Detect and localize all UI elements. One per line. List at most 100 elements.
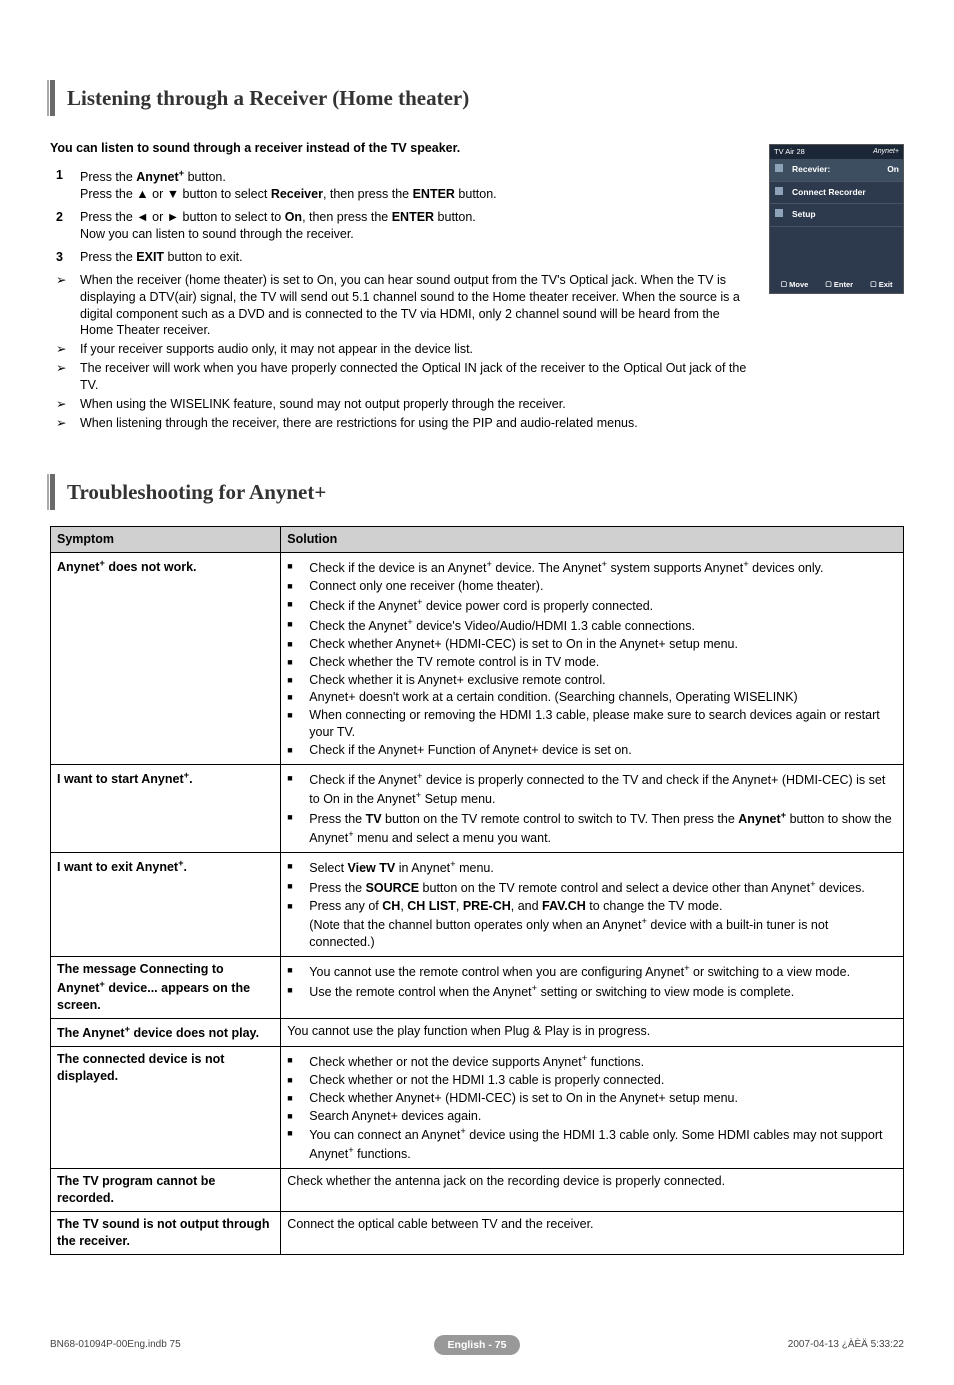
page-footer: BN68-01094P-00Eng.indb 75 English - 75 2… [50, 1335, 904, 1355]
intro-text: You can listen to sound through a receiv… [50, 140, 751, 157]
bullet-icon: ■ [287, 558, 309, 572]
symptom-cell: The TV program cannot be recorded. [51, 1169, 281, 1212]
osd-menu-item[interactable]: Connect Recorder [770, 182, 903, 204]
solution-text: Use the remote control when the Anynet+ … [309, 982, 897, 1001]
enter-icon: ▢ [825, 280, 832, 289]
symptom-cell: I want to start Anynet+. [51, 764, 281, 852]
bullet-icon: ■ [287, 654, 309, 668]
symptom-cell: The message Connecting to Anynet+ device… [51, 956, 281, 1018]
step-body: Press the EXIT button to exit. [80, 249, 751, 266]
note-body: The receiver will work when you have pro… [80, 360, 751, 394]
bullet-icon: ■ [287, 809, 309, 823]
notes-list: ➢When the receiver (home theater) is set… [56, 272, 751, 432]
solution-text: Check whether or not the device supports… [309, 1052, 897, 1071]
bullet-icon: ■ [287, 707, 309, 721]
solution-text: Press the TV button on the TV remote con… [309, 809, 897, 847]
step-item: 2Press the ◄ or ► button to select to On… [56, 209, 751, 243]
osd-menu-item[interactable]: Setup [770, 204, 903, 226]
solution-text: Connect only one receiver (home theater)… [309, 578, 897, 595]
solution-item: ■You can connect an Anynet+ device using… [287, 1125, 897, 1163]
updown-icon: ▢ [781, 280, 788, 289]
solution-text: Anynet+ doesn't work at a certain condit… [309, 689, 897, 706]
note-arrow-icon: ➢ [56, 415, 80, 432]
solution-text: Check whether or not the HDMI 1.3 cable … [309, 1072, 897, 1089]
solution-item: ■Check whether Anynet+ (HDMI-CEC) is set… [287, 1090, 897, 1107]
section-heading-troubleshoot: Troubleshooting for Anynet+ [50, 474, 904, 510]
symptom-cell: The TV sound is not output through the r… [51, 1212, 281, 1255]
table-row: The TV program cannot be recorded.Check … [51, 1169, 904, 1212]
bullet-icon: ■ [287, 858, 309, 872]
solution-item: ■You cannot use the remote control when … [287, 962, 897, 981]
solution-cell: ■Check if the device is an Anynet+ devic… [281, 552, 904, 764]
table-row: I want to start Anynet+.■Check if the An… [51, 764, 904, 852]
bullet-icon: ■ [287, 578, 309, 592]
solution-item: ■Press any of CH, CH LIST, PRE-CH, and F… [287, 898, 897, 951]
note-item: ➢The receiver will work when you have pr… [56, 360, 751, 394]
solution-item: ■Check whether it is Anynet+ exclusive r… [287, 672, 897, 689]
table-row: The Anynet+ device does not play.You can… [51, 1018, 904, 1046]
bullet-icon: ■ [287, 1052, 309, 1066]
solution-text: You can connect an Anynet+ device using … [309, 1125, 897, 1163]
solution-item: ■Press the TV button on the TV remote co… [287, 809, 897, 847]
step-body: Press the Anynet+ button.Press the ▲ or … [80, 167, 751, 203]
solution-item: ■Check if the Anynet+ device power cord … [287, 596, 897, 615]
solution-item: ■Connect only one receiver (home theater… [287, 578, 897, 595]
osd-footer-hint: ▢Enter [825, 280, 853, 290]
solution-item: ■Check the Anynet+ device's Video/Audio/… [287, 616, 897, 635]
solution-text: Check if the Anynet+ Function of Anynet+… [309, 742, 897, 759]
table-row: Anynet+ does not work.■Check if the devi… [51, 552, 904, 764]
bullet-icon: ■ [287, 689, 309, 703]
page-number: English - 75 [434, 1335, 521, 1355]
note-arrow-icon: ➢ [56, 272, 80, 340]
osd-footer-label: Exit [879, 280, 893, 290]
osd-label: Connect Recorder [792, 187, 866, 198]
troubleshoot-body: Anynet+ does not work.■Check if the devi… [51, 552, 904, 1254]
bullet-icon: ■ [287, 742, 309, 756]
solution-cell: Check whether the antenna jack on the re… [281, 1169, 904, 1212]
anynet-logo: Anynet+ [873, 147, 899, 157]
solution-item: ■Use the remote control when the Anynet+… [287, 982, 897, 1001]
table-row: I want to exit Anynet+.■Select View TV i… [51, 853, 904, 957]
solution-text: Check if the Anynet+ device is properly … [309, 770, 897, 808]
bullet-icon: ■ [287, 1108, 309, 1122]
solution-text: When connecting or removing the HDMI 1.3… [309, 707, 897, 741]
bullet-icon: ■ [287, 672, 309, 686]
symptom-cell: The connected device is not displayed. [51, 1046, 281, 1169]
solution-item: ■Check if the device is an Anynet+ devic… [287, 558, 897, 577]
osd-footer: ▢Move▢Enter▢Exit [770, 277, 903, 293]
solution-text: You cannot use the remote control when y… [309, 962, 897, 981]
symptom-cell: I want to exit Anynet+. [51, 853, 281, 957]
solution-item: ■Anynet+ doesn't work at a certain condi… [287, 689, 897, 706]
bullet-icon: ■ [287, 1072, 309, 1086]
osd-value: On [887, 164, 899, 175]
solution-text: Press any of CH, CH LIST, PRE-CH, and FA… [309, 898, 897, 951]
troubleshoot-table: Symptom Solution Anynet+ does not work.■… [50, 526, 904, 1255]
step-item: 3Press the EXIT button to exit. [56, 249, 751, 266]
step-item: 1Press the Anynet+ button.Press the ▲ or… [56, 167, 751, 203]
bullet-icon: ■ [287, 898, 309, 912]
note-item: ➢When using the WISELINK feature, sound … [56, 396, 751, 413]
bullet-icon: ■ [287, 596, 309, 610]
solution-cell: Connect the optical cable between TV and… [281, 1212, 904, 1255]
solution-item: ■Select View TV in Anynet+ menu. [287, 858, 897, 877]
note-body: If your receiver supports audio only, it… [80, 341, 751, 358]
osd-menu-item[interactable]: Recevier:On [770, 159, 903, 181]
note-arrow-icon: ➢ [56, 341, 80, 358]
osd-header: TV Air 28 Anynet+ [770, 145, 903, 159]
steps-list: 1Press the Anynet+ button.Press the ▲ or… [56, 167, 751, 266]
link-icon [774, 186, 784, 199]
osd-rows: Recevier:On Connect Recorder Setup [770, 159, 903, 226]
solution-text: Select View TV in Anynet+ menu. [309, 858, 897, 877]
solution-text: Search Anynet+ devices again. [309, 1108, 897, 1125]
solution-text: Check if the Anynet+ device power cord i… [309, 596, 897, 615]
osd-panel: TV Air 28 Anynet+ Recevier:On Connect Rec… [769, 144, 904, 294]
note-arrow-icon: ➢ [56, 360, 80, 394]
solution-text: Check whether Anynet+ (HDMI-CEC) is set … [309, 636, 897, 653]
step-number: 1 [56, 167, 80, 203]
osd-footer-label: Move [789, 280, 808, 290]
bullet-icon: ■ [287, 636, 309, 650]
table-row: The message Connecting to Anynet+ device… [51, 956, 904, 1018]
solution-cell: ■Check if the Anynet+ device is properly… [281, 764, 904, 852]
solution-item: ■Check whether the TV remote control is … [287, 654, 897, 671]
footer-left: BN68-01094P-00Eng.indb 75 [50, 1338, 300, 1352]
